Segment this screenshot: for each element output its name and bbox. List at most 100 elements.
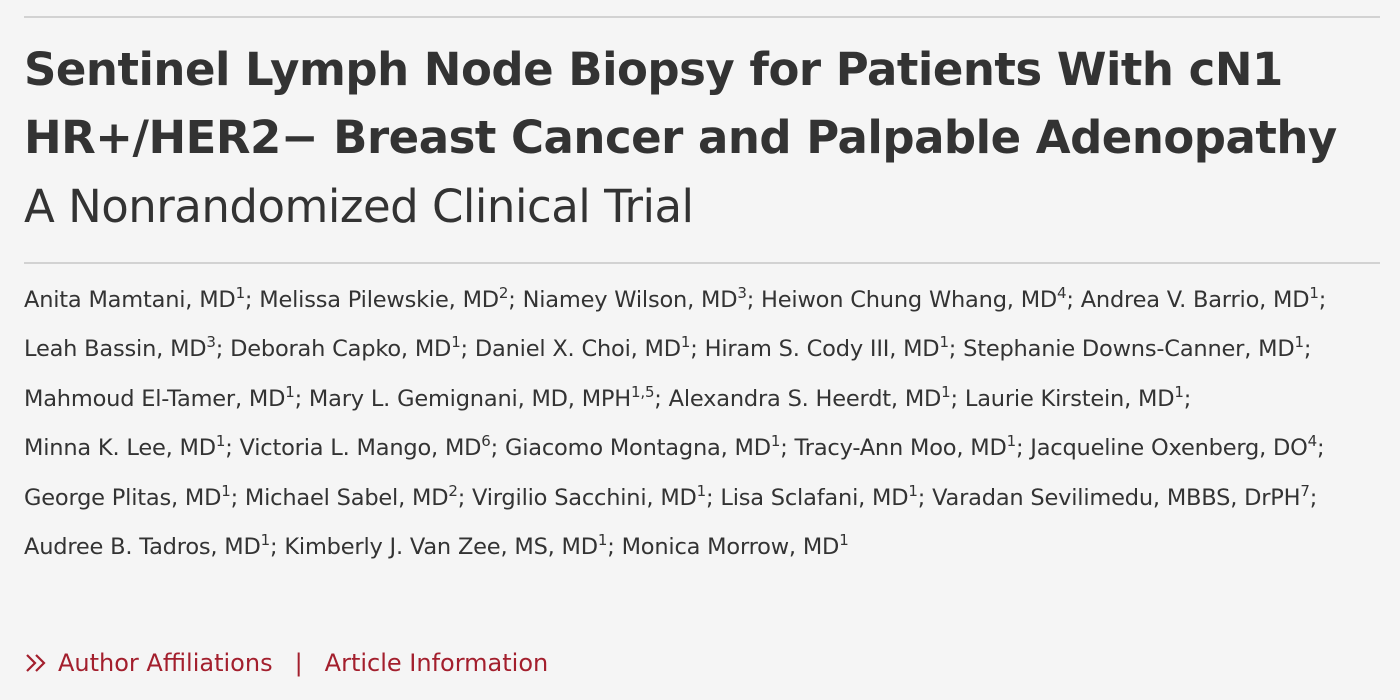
author-name: Kimberly J. Van Zee, MS, MD1; xyxy=(284,531,621,561)
author-name: Lisa Sclafani, MD1; xyxy=(720,481,932,511)
author-separator: ; xyxy=(1303,336,1312,363)
author-name-text: Andrea V. Barrio, MD xyxy=(1080,287,1310,313)
author-name-text: Monica Morrow, MD xyxy=(621,534,840,561)
article-information-link[interactable]: Article Information xyxy=(324,649,549,677)
link-separator: | xyxy=(294,649,303,677)
author-separator: ; xyxy=(244,287,260,313)
author-name-text: Tracy-Ann Moo, MD xyxy=(794,435,1007,462)
author-name-text: Hiram S. Cody III, MD xyxy=(704,336,940,363)
author-affiliation-number: 1 xyxy=(285,382,295,401)
author-affiliation-number: 1 xyxy=(235,284,246,302)
author-separator: ; xyxy=(215,336,231,363)
author-separator: ; xyxy=(270,534,285,561)
author-name-text: Leah Bassin, MD xyxy=(24,336,207,363)
author-name: Andrea V. Barrio, MD1; xyxy=(1080,284,1327,314)
author-affiliation-number: 2 xyxy=(448,481,458,500)
author-name: Tracy-Ann Moo, MD1; xyxy=(794,432,1031,462)
author-name: Daniel X. Choi, MD1; xyxy=(474,333,705,363)
author-name-text: Laurie Kirstein, MD xyxy=(964,385,1175,412)
author-name: Leah Bassin, MD3; xyxy=(24,333,231,363)
author-separator: ; xyxy=(746,287,762,313)
author-name: Stephanie Downs-Canner, MD1; xyxy=(963,333,1312,363)
article-title: Sentinel Lymph Node Biopsy for Patients … xyxy=(24,43,1337,164)
author-separator: ; xyxy=(508,287,523,313)
author-name-text: Alexandra S. Heerdt, MD xyxy=(668,385,942,412)
author-separator: ; xyxy=(1318,287,1327,313)
author-separator: ; xyxy=(1015,435,1031,462)
author-separator: ; xyxy=(294,385,309,412)
author-affiliation-number: 1 xyxy=(215,432,226,451)
author-name-text: Niamey Wilson, MD xyxy=(522,287,738,313)
author-affiliation-number: 6 xyxy=(481,432,491,451)
author-affiliation-number: 1 xyxy=(908,481,918,500)
author-affiliation-number: 1 xyxy=(839,531,849,550)
author-affiliations-link[interactable]: Author Affiliations xyxy=(58,649,273,677)
author-name-text: Stephanie Downs-Canner, MD xyxy=(963,336,1295,363)
author-name: Victoria L. Mango, MD6; xyxy=(239,432,505,462)
author-affiliation-number: 4 xyxy=(1307,432,1318,451)
author-name: Niamey Wilson, MD3; xyxy=(522,286,762,314)
author-separator: ; xyxy=(948,336,964,363)
article-subtitle: A Nonrandomized Clinical Trial xyxy=(24,180,694,233)
author-separator: ; xyxy=(1066,287,1081,313)
author-name: Melissa Pilewskie, MD2; xyxy=(259,284,523,314)
author-name-text: George Plitas, MD xyxy=(24,484,222,511)
author-name: Anita Mamtani, MD1; xyxy=(24,284,260,314)
author-name: Laurie Kirstein, MD1; xyxy=(964,382,1192,412)
author-name: Heiwon Chung Whang, MD4; xyxy=(761,284,1081,314)
author-affiliation-number: 4 xyxy=(1057,284,1067,302)
author-name: Mahmoud El-Tamer, MD1; xyxy=(24,382,309,412)
author-name-text: Lisa Sclafani, MD xyxy=(720,484,909,511)
author-name-text: Mary L. Gemignani, MD, MPH xyxy=(308,385,632,412)
author-separator: ; xyxy=(654,385,669,412)
author-affiliation-number: 1 xyxy=(1006,432,1017,451)
author-separator: ; xyxy=(1183,385,1192,412)
author-affiliation-number: 1 xyxy=(260,531,271,550)
author-affiliation-number: 1 xyxy=(1309,284,1319,302)
author-affiliation-number: 1 xyxy=(770,432,781,451)
author-name-text: Heiwon Chung Whang, MD xyxy=(761,287,1058,313)
author-affiliation-number: 2 xyxy=(498,284,509,302)
author-affiliation-number: 1,5 xyxy=(631,382,655,401)
author-affiliation-number: 1 xyxy=(939,333,949,352)
article-header: Sentinel Lymph Node Biopsy for Patients … xyxy=(24,36,1380,242)
author-name-text: Audree B. Tadros, MD xyxy=(24,534,261,561)
author-name: Hiram S. Cody III, MD1; xyxy=(704,333,964,363)
author-affiliation-number: 1 xyxy=(1174,382,1184,401)
header-divider xyxy=(24,262,1380,264)
author-name-text: Minna K. Lee, MD xyxy=(24,435,216,462)
double-chevron-right-icon xyxy=(26,654,46,672)
author-name-text: Kimberly J. Van Zee, MS, MD xyxy=(284,534,598,561)
author-name-text: Daniel X. Choi, MD xyxy=(474,336,681,363)
author-name-text: Jacqueline Oxenberg, DO xyxy=(1030,435,1308,462)
author-name-text: Anita Mamtani, MD xyxy=(24,287,236,313)
article-links: Author Affiliations | Article Informatio… xyxy=(24,640,548,686)
author-separator: ; xyxy=(780,435,795,462)
author-name: Monica Morrow, MD1 xyxy=(621,531,849,561)
author-name: Audree B. Tadros, MD1; xyxy=(24,531,285,561)
author-affiliation-number: 1 xyxy=(680,333,691,352)
author-name-text: Varadan Sevilimedu, MBBS, DrPH xyxy=(932,484,1301,511)
author-name: Varadan Sevilimedu, MBBS, DrPH7; xyxy=(932,481,1317,511)
author-affiliation-number: 1 xyxy=(597,531,608,550)
author-name: Michael Sabel, MD2; xyxy=(245,481,473,511)
author-name-text: Victoria L. Mango, MD xyxy=(239,435,482,462)
author-affiliation-number: 1 xyxy=(941,382,951,401)
author-separator: ; xyxy=(230,484,245,511)
author-name: Minna K. Lee, MD1; xyxy=(24,432,240,462)
author-affiliation-number: 1 xyxy=(451,333,461,352)
author-separator: ; xyxy=(460,336,475,363)
author-name: Jacqueline Oxenberg, DO4; xyxy=(1030,432,1325,462)
author-separator: ; xyxy=(1317,435,1325,462)
author-affiliation-number: 1 xyxy=(1294,333,1304,352)
author-name: Deborah Capko, MD1; xyxy=(230,333,475,363)
author-separator: ; xyxy=(690,336,705,363)
author-affiliation-number: 7 xyxy=(1300,481,1310,500)
author-separator: ; xyxy=(457,484,473,511)
author-separator: ; xyxy=(225,435,240,462)
author-affiliation-number: 3 xyxy=(206,333,216,352)
author-name-text: Mahmoud El-Tamer, MD xyxy=(24,385,286,412)
author-affiliation-number: 1 xyxy=(221,481,231,500)
author-name-text: Virgilio Sacchini, MD xyxy=(472,484,697,511)
author-name: George Plitas, MD1; xyxy=(24,481,245,511)
